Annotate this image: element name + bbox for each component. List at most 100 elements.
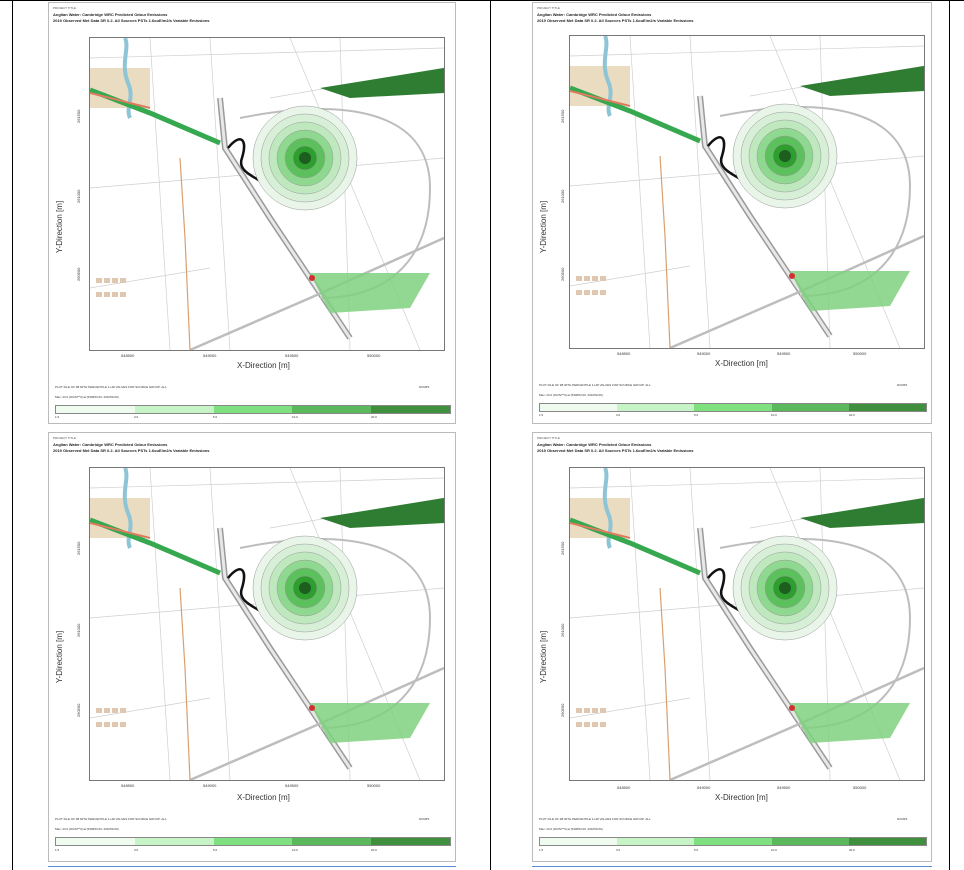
x-tick-label: 548500 — [121, 783, 135, 788]
x-tick-label: 548500 — [617, 351, 631, 356]
minor-road — [629, 468, 651, 780]
legend-label: 1.5 — [55, 848, 60, 852]
woodland — [800, 498, 924, 528]
building-footprint — [576, 708, 582, 713]
legend-label: 20.0 — [371, 848, 377, 852]
map-canvas — [90, 38, 444, 350]
river — [122, 468, 133, 549]
railway-highlight — [570, 90, 631, 107]
x-tick-label: 548500 — [121, 353, 135, 358]
concentration-legend — [539, 403, 927, 412]
y-axis-label: Y-Direction [m] — [55, 630, 64, 683]
building-footprint — [104, 292, 110, 297]
building-footprint — [112, 722, 118, 727]
map-plot-area — [89, 467, 445, 781]
legend-label: 20.0 — [371, 415, 377, 419]
y-tick-label: 261000 — [560, 623, 565, 637]
project-label: PROJECT TITLE — [53, 6, 76, 10]
legend-swatch — [848, 404, 927, 411]
odour-source-center — [299, 582, 311, 594]
footpath — [659, 587, 671, 780]
y-axis-label: Y-Direction [m] — [55, 200, 64, 253]
legend-swatch — [213, 406, 293, 413]
minor-road — [570, 697, 691, 719]
x-axis-label: X-Direction [m] — [237, 793, 290, 802]
dump-tag: DUMP1 — [897, 817, 908, 821]
plot-title: Anglian Water: Cambridge WRC Predicted O… — [537, 12, 652, 17]
y-tick-label: 261500 — [76, 541, 81, 555]
legend-labels: 1.5 3.0 5.0 10.0 20.0 — [539, 848, 927, 854]
x-tick-label: 550000 — [367, 783, 381, 788]
plot-file-text: PLOT FILE OF 98.00TH PERCENTILE 1-HR VAL… — [539, 817, 651, 821]
junction-marker — [309, 275, 315, 281]
map-plot-area — [89, 37, 445, 351]
woodland — [320, 498, 444, 528]
map-canvas — [570, 468, 924, 780]
x-tick-label: 549000 — [203, 783, 217, 788]
building-footprint — [120, 708, 126, 713]
railway-highlight — [570, 522, 631, 539]
plot-subtitle: 2019 Observed Met Data SR 0.2. All Sourc… — [537, 18, 694, 23]
building-footprint — [600, 276, 606, 281]
x-tick-label: 548500 — [617, 785, 631, 790]
legend-labels: 1.5 3.0 5.0 10.0 20.0 — [55, 415, 451, 421]
y-tick-label: 261000 — [560, 189, 565, 203]
concentration-legend — [539, 837, 927, 846]
legend-swatch — [848, 838, 927, 845]
legend-swatch — [694, 838, 772, 845]
plot-subtitle: 2019 Observed Met Data SR 0.2. All Sourc… — [53, 18, 210, 23]
legend-label: 1.5 — [539, 413, 544, 417]
y-tick-label: 260500 — [560, 703, 565, 717]
concentration-legend — [55, 405, 451, 414]
project-label: PROJECT TITLE — [53, 436, 76, 440]
legend-swatch — [292, 406, 372, 413]
plot-file-text: PLOT FILE OF 98.00TH PERCENTILE 1-HR VAL… — [55, 817, 167, 821]
cell-bottom-rule-right — [532, 866, 932, 867]
legend-labels: 1.5 3.0 5.0 10.0 20.0 — [55, 848, 451, 854]
footpath — [179, 587, 191, 780]
project-label: PROJECT TITLE — [537, 6, 560, 10]
green-field — [310, 273, 430, 313]
table-border-top — [0, 0, 964, 1]
x-axis-label: X-Direction [m] — [237, 361, 290, 370]
x-tick-label: 550000 — [853, 785, 867, 790]
building-footprint — [600, 708, 606, 713]
y-tick-label: 260500 — [76, 267, 81, 281]
legend-swatch — [540, 404, 618, 411]
minor-road — [689, 468, 711, 780]
plot-title: Anglian Water: Cambridge WRC Predicted O… — [537, 442, 652, 447]
contour-plot-panel-3: PROJECT TITLE Anglian Water: Cambridge W… — [48, 432, 456, 862]
legend-swatch — [694, 404, 772, 411]
odour-source-center — [779, 582, 791, 594]
cell-bottom-rule-left — [48, 866, 456, 867]
plot-file-text: PLOT FILE OF 98.00TH PERCENTILE 1-HR VAL… — [539, 383, 651, 387]
legend-label: 20.0 — [849, 848, 855, 852]
minor-road — [90, 47, 444, 59]
y-tick-label: 261000 — [76, 623, 81, 637]
minor-road — [90, 477, 444, 489]
contour-plot-panel-2: PROJECT TITLE Anglian Water: Cambridge W… — [532, 2, 932, 424]
x-tick-label: 550000 — [367, 353, 381, 358]
building-footprint — [576, 276, 582, 281]
legend-label: 3.0 — [616, 413, 621, 417]
building-footprint — [600, 290, 606, 295]
legend-swatch — [213, 838, 293, 845]
railway-highlight — [90, 522, 151, 539]
minor-road — [90, 697, 211, 719]
x-tick-label: 549000 — [697, 785, 711, 790]
woodland — [800, 66, 924, 96]
table-border-middle — [490, 0, 491, 870]
legend-swatch — [56, 838, 135, 845]
junction-marker — [789, 705, 795, 711]
river — [122, 38, 133, 119]
max-value-text: Max: 23.0 [OU/M**3] at (549653.06, 26105… — [539, 393, 603, 397]
building-footprint — [96, 722, 102, 727]
plot-title: Anglian Water: Cambridge WRC Predicted O… — [53, 12, 168, 17]
building-footprint — [584, 276, 590, 281]
plot-subtitle: 2019 Observed Met Data SR 0.2. All Sourc… — [537, 448, 694, 453]
y-axis-label: Y-Direction [m] — [539, 200, 548, 253]
southern-road — [669, 234, 924, 348]
legend-label: 20.0 — [849, 413, 855, 417]
green-field — [310, 703, 430, 743]
max-value-text: Max: 23.0 [OU/M**3] at (549653.06, 26105… — [539, 827, 603, 831]
